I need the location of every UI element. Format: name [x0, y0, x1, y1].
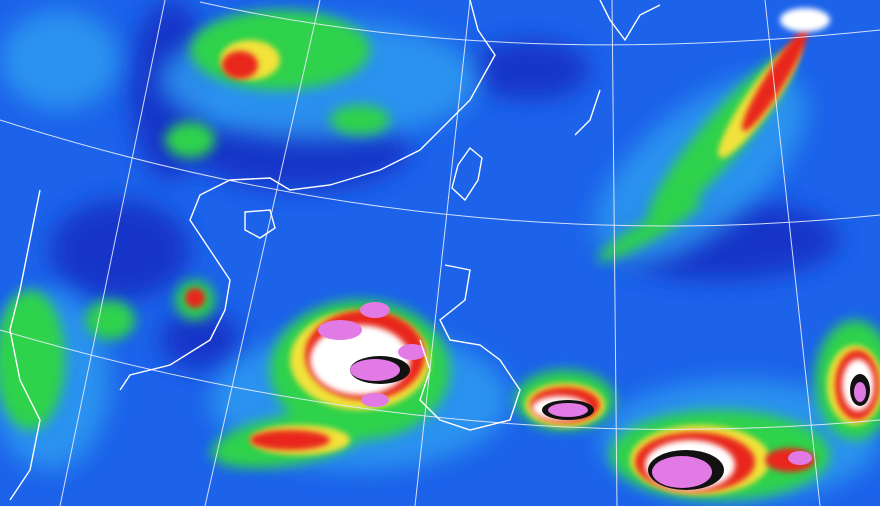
japan-ryukyu-outline: [574, 0, 661, 136]
philippines-outline: [419, 264, 521, 431]
overshooting-tops: [318, 302, 866, 488]
indochina-outline: [9, 189, 41, 501]
hainan-outline: [244, 209, 276, 239]
china-coast: [119, 0, 496, 391]
taiwan-outline: [451, 146, 483, 202]
coastlines: [9, 0, 661, 501]
